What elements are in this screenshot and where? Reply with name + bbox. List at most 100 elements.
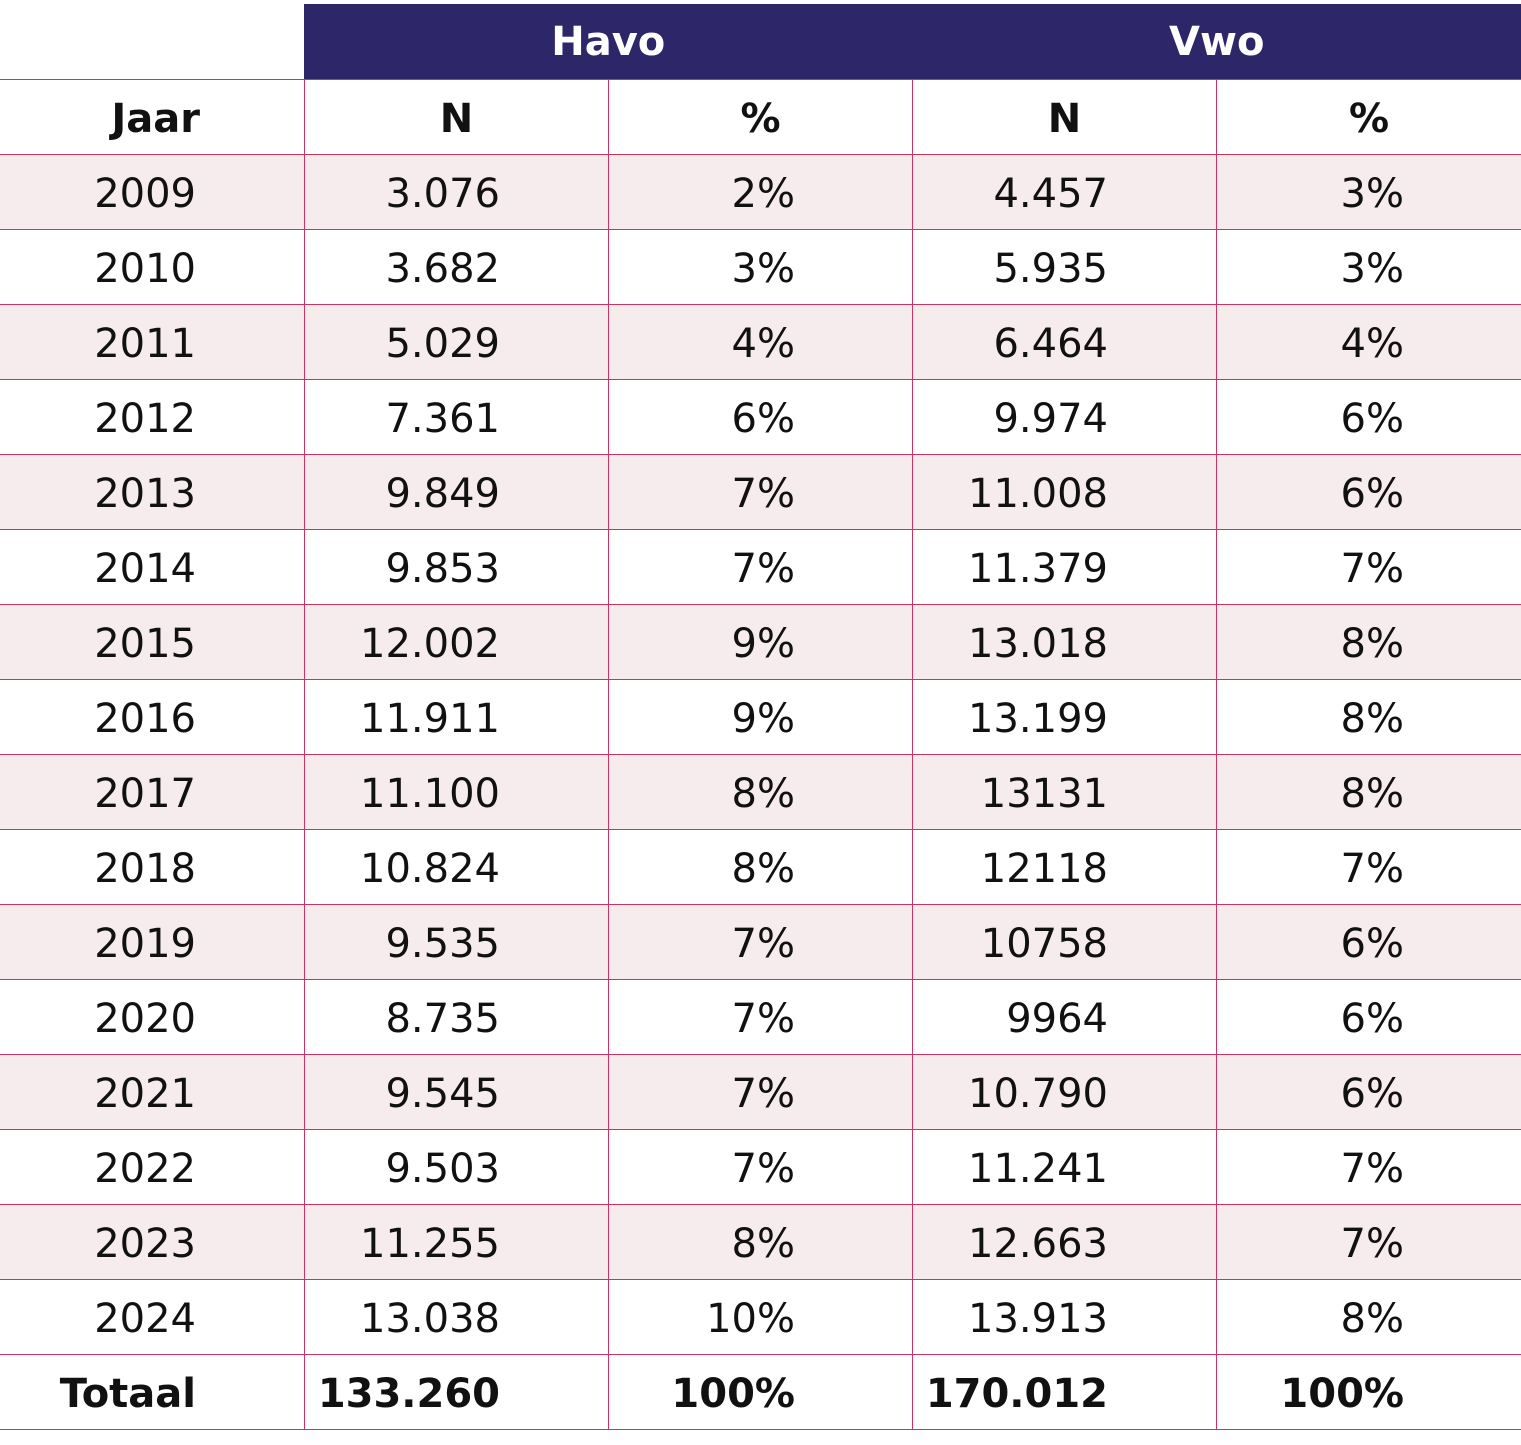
havo-pct-cell: 10% — [608, 1280, 912, 1354]
havo-pct-cell: 8% — [608, 755, 912, 829]
havo-pct-cell: 3% — [608, 230, 912, 304]
year-cell: 2010 — [94, 246, 196, 292]
vwo-pct-cell: 8% — [1216, 755, 1521, 829]
havo-n-cell: 9.849 — [304, 455, 608, 529]
jaar-header: Jaar — [111, 96, 200, 142]
vwo-pct-cell: 8% — [1216, 680, 1521, 754]
vwo-pct-cell: 7% — [1216, 1130, 1521, 1204]
havo-n-cell: 9.853 — [304, 530, 608, 604]
havo-n-cell: 7.361 — [304, 380, 608, 454]
data-table: Jaar N % N % 2009 3.076 2% 4.457 3% 2010 3.682… — [0, 79, 1521, 1430]
vwo-pct-cell: 7% — [1216, 830, 1521, 904]
havo-group-header: Havo — [551, 18, 666, 65]
vwo-pct-cell: 7% — [1216, 530, 1521, 604]
year-cell: 2015 — [94, 621, 196, 667]
table-row: 2011 5.029 4% 6.464 4% — [0, 304, 1521, 379]
vwo-pct-cell: 3% — [1216, 155, 1521, 229]
havo-n-cell: 13.038 — [304, 1280, 608, 1354]
vwo-pct-cell: 6% — [1216, 380, 1521, 454]
havo-n-cell: 133.260 — [304, 1355, 608, 1429]
vwo-pct-cell: 6% — [1216, 905, 1521, 979]
year-cell: 2020 — [94, 996, 196, 1042]
havo-pct-cell: 7% — [608, 980, 912, 1054]
table-row: 2016 11.911 9% 13.199 8% — [0, 679, 1521, 754]
havo-pct-cell: 7% — [608, 455, 912, 529]
vwo-pct-cell: 3% — [1216, 230, 1521, 304]
havo-n-cell: 11.100 — [304, 755, 608, 829]
table-row: 2017 11.100 8% 13131 8% — [0, 754, 1521, 829]
havo-n-cell: 12.002 — [304, 605, 608, 679]
havo-pct-cell: 8% — [608, 830, 912, 904]
table-row: 2021 9.545 7% 10.790 6% — [0, 1054, 1521, 1129]
table-row: 2019 9.535 7% 10758 6% — [0, 904, 1521, 979]
havo-n-cell: 9.545 — [304, 1055, 608, 1129]
vwo-pct-header: % — [1216, 80, 1521, 154]
havo-n-cell: 8.735 — [304, 980, 608, 1054]
havo-n-cell: 3.682 — [304, 230, 608, 304]
vwo-n-cell: 12118 — [912, 830, 1216, 904]
vwo-n-cell: 12.663 — [912, 1205, 1216, 1279]
year-cell: 2016 — [94, 696, 196, 742]
year-cell: 2023 — [94, 1221, 196, 1267]
vwo-n-cell: 13.199 — [912, 680, 1216, 754]
havo-pct-cell: 6% — [608, 380, 912, 454]
vwo-pct-cell: 6% — [1216, 455, 1521, 529]
havo-n-cell: 11.255 — [304, 1205, 608, 1279]
vwo-n-cell: 9.974 — [912, 380, 1216, 454]
vwo-group-header: Vwo — [1169, 18, 1265, 65]
vwo-n-cell: 6.464 — [912, 305, 1216, 379]
year-cell: Totaal — [59, 1371, 196, 1417]
havo-pct-cell: 9% — [608, 605, 912, 679]
vwo-pct-cell: 4% — [1216, 305, 1521, 379]
vwo-n-cell: 13.018 — [912, 605, 1216, 679]
table-row: 2024 13.038 10% 13.913 8% — [0, 1279, 1521, 1354]
column-header-row: Jaar N % N % — [0, 79, 1521, 154]
havo-pct-cell: 2% — [608, 155, 912, 229]
havo-pct-cell: 7% — [608, 905, 912, 979]
havo-n-cell: 5.029 — [304, 305, 608, 379]
vwo-pct-cell: 6% — [1216, 1055, 1521, 1129]
vwo-n-cell: 9964 — [912, 980, 1216, 1054]
vwo-n-cell: 170.012 — [912, 1355, 1216, 1429]
vwo-pct-cell: 8% — [1216, 1280, 1521, 1354]
table-row: 2018 10.824 8% 12118 7% — [0, 829, 1521, 904]
havo-pct-cell: 4% — [608, 305, 912, 379]
havo-n-cell: 3.076 — [304, 155, 608, 229]
vwo-n-cell: 13131 — [912, 755, 1216, 829]
table-row: 2020 8.735 7% 9964 6% — [0, 979, 1521, 1054]
vwo-pct-cell: 6% — [1216, 980, 1521, 1054]
havo-pct-cell: 9% — [608, 680, 912, 754]
havo-pct-header: % — [608, 80, 912, 154]
vwo-n-cell: 10758 — [912, 905, 1216, 979]
group-header: Havo Vwo — [304, 4, 1521, 79]
havo-pct-cell: 8% — [608, 1205, 912, 1279]
vwo-n-cell: 11.379 — [912, 530, 1216, 604]
vwo-pct-cell: 8% — [1216, 605, 1521, 679]
havo-n-cell: 9.535 — [304, 905, 608, 979]
year-cell: 2021 — [94, 1071, 196, 1117]
vwo-n-cell: 11.008 — [912, 455, 1216, 529]
year-cell: 2012 — [94, 396, 196, 442]
year-cell: 2009 — [94, 171, 196, 217]
table-row: 2009 3.076 2% 4.457 3% — [0, 154, 1521, 229]
table-row: 2012 7.361 6% 9.974 6% — [0, 379, 1521, 454]
year-cell: 2022 — [94, 1146, 196, 1192]
havo-pct-cell: 7% — [608, 1130, 912, 1204]
havo-n-cell: 11.911 — [304, 680, 608, 754]
vwo-n-cell: 11.241 — [912, 1130, 1216, 1204]
havo-n-header: N — [304, 80, 608, 154]
year-cell: 2024 — [94, 1296, 196, 1342]
havo-n-cell: 10.824 — [304, 830, 608, 904]
total-row: Totaal 133.260 100% 170.012 100% — [0, 1354, 1521, 1430]
year-cell: 2013 — [94, 471, 196, 517]
havo-pct-cell: 7% — [608, 530, 912, 604]
year-cell: 2018 — [94, 846, 196, 892]
year-cell: 2019 — [94, 921, 196, 967]
year-cell: 2017 — [94, 771, 196, 817]
year-cell: 2011 — [94, 321, 196, 367]
vwo-n-cell: 5.935 — [912, 230, 1216, 304]
table-row: 2010 3.682 3% 5.935 3% — [0, 229, 1521, 304]
vwo-n-cell: 10.790 — [912, 1055, 1216, 1129]
vwo-n-cell: 4.457 — [912, 155, 1216, 229]
